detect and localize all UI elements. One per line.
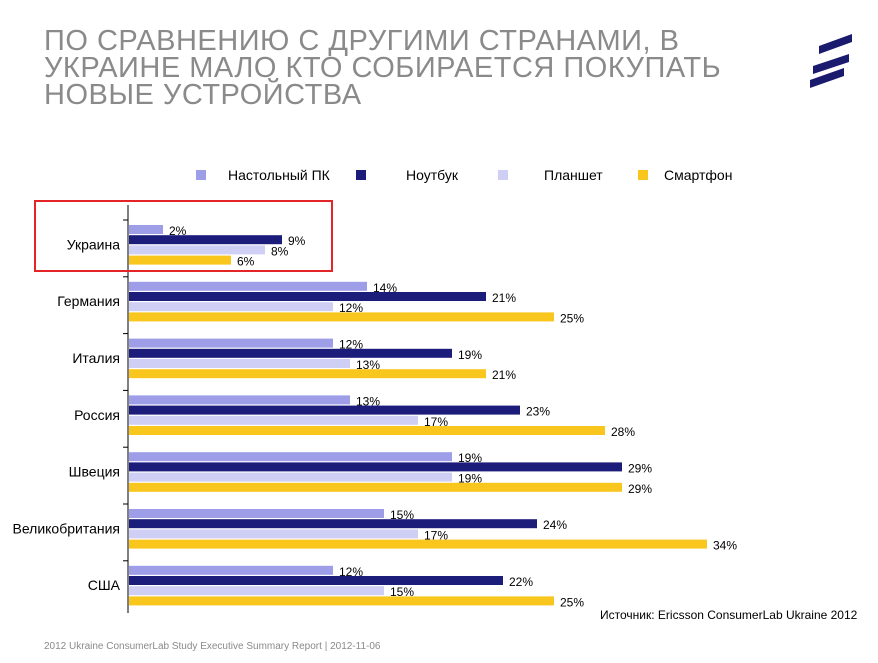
bar	[129, 235, 282, 245]
category-label: США	[88, 577, 121, 593]
ericsson-logo-icon	[810, 34, 852, 88]
bar	[129, 312, 554, 322]
bar-value-label: 24%	[543, 518, 567, 532]
bar	[129, 359, 350, 368]
bar	[129, 415, 418, 425]
page-title: ПО СРАВНЕНИЮ С ДРУГИМИ СТРАНАМИ, В УКРАИ…	[44, 25, 784, 111]
title-line: ПО СРАВНЕНИЮ С ДРУГИМИ СТРАНАМИ, В	[44, 25, 680, 57]
bar-value-label: 17%	[424, 415, 448, 429]
bar-value-label: 19%	[458, 472, 482, 486]
bar-value-label: 29%	[628, 461, 652, 475]
bar	[129, 519, 537, 529]
bar	[129, 292, 486, 301]
bar	[129, 255, 231, 265]
bar	[129, 529, 418, 539]
bar-value-label: 12%	[339, 301, 363, 315]
bar-value-label: 6%	[237, 255, 255, 269]
bar	[129, 225, 163, 234]
bar	[129, 405, 520, 415]
category-label: Германия	[57, 293, 120, 309]
bar	[129, 509, 384, 518]
bar	[129, 302, 333, 312]
bar	[129, 426, 605, 435]
category-label: Швеция	[69, 464, 120, 480]
title-line: НОВЫЕ УСТРОЙСТВА	[44, 79, 362, 111]
bar-value-label: 17%	[424, 528, 448, 542]
legend-swatch	[356, 170, 366, 180]
bar	[129, 348, 452, 358]
bar	[129, 395, 350, 405]
bar	[129, 472, 452, 482]
bar-value-label: 14%	[373, 281, 397, 295]
bar	[129, 462, 622, 472]
bar-value-label: 15%	[390, 585, 414, 599]
legend-swatch	[196, 170, 206, 180]
source-note: Источник: Ericsson ConsumerLab Ukraine 2…	[600, 608, 858, 622]
bar-value-label: 8%	[271, 244, 289, 258]
bar-value-label: 28%	[611, 425, 635, 439]
bar	[129, 245, 265, 255]
bar	[129, 369, 486, 379]
category-label: Украина	[67, 236, 121, 252]
bar	[129, 565, 333, 575]
bar-value-label: 9%	[288, 234, 306, 248]
bar-value-label: 29%	[628, 482, 652, 496]
bar-value-label: 13%	[356, 358, 380, 372]
bar-value-label: 2%	[169, 224, 187, 238]
ukraine-highlight-box	[34, 200, 333, 272]
bar-value-label: 15%	[390, 508, 414, 522]
bar-value-label: 13%	[356, 394, 380, 408]
bar	[129, 586, 384, 596]
bar-value-label: 23%	[526, 405, 550, 419]
bar	[129, 452, 452, 462]
bar	[129, 338, 333, 348]
bar-value-label: 22%	[509, 575, 533, 589]
legend-swatch	[498, 170, 508, 180]
bar-value-label: 25%	[560, 595, 584, 609]
bar-value-label: 34%	[713, 539, 737, 553]
bar-value-label: 19%	[458, 348, 482, 362]
legend-label: Ноутбук	[406, 167, 458, 183]
bar-value-label: 19%	[458, 451, 482, 465]
legend-swatch	[638, 170, 648, 180]
title-line: УКРАИНЕ МАЛО КТО СОБИРАЕТСЯ ПОКУПАТЬ	[44, 52, 722, 84]
bar-value-label: 25%	[560, 311, 584, 325]
bar-value-label: 12%	[339, 338, 363, 352]
bar-value-label: 12%	[339, 565, 363, 579]
category-label: Великобритания	[12, 520, 120, 536]
bar	[129, 596, 554, 606]
legend-label: Смартфон	[664, 167, 733, 183]
bar	[129, 539, 707, 549]
bar-value-label: 21%	[492, 291, 516, 305]
bar	[129, 482, 622, 492]
legend-label: Настольный ПК	[228, 167, 330, 183]
category-label: Италия	[72, 350, 120, 366]
bar	[129, 281, 367, 291]
bar-value-label: 21%	[492, 368, 516, 382]
legend-label: Планшет	[544, 167, 603, 183]
category-label: Россия	[74, 407, 120, 423]
bar	[129, 576, 503, 585]
footer-text: 2012 Ukraine ConsumerLab Study Executive…	[44, 641, 381, 652]
